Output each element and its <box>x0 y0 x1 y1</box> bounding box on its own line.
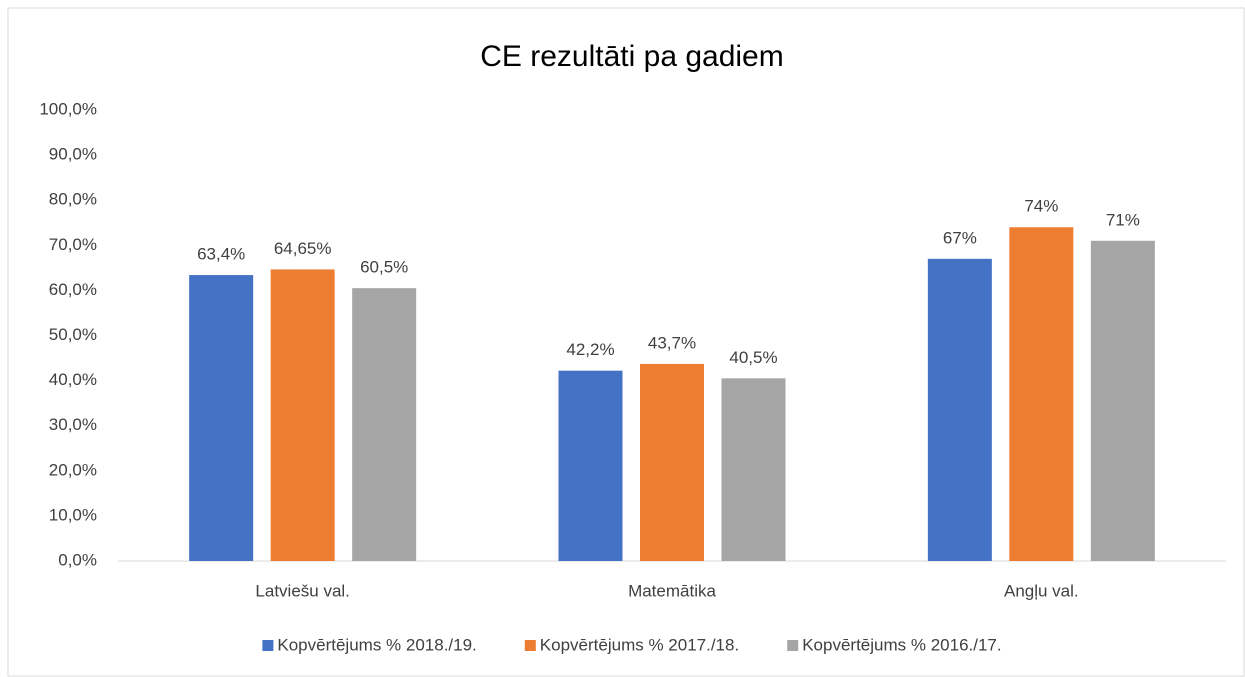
y-tick-label: 100,0% <box>39 99 97 118</box>
bar <box>558 370 623 561</box>
data-label: 63,4% <box>197 245 245 264</box>
data-label: 42,2% <box>566 340 614 359</box>
x-tick-label: Angļu val. <box>1004 581 1079 600</box>
data-label: 40,5% <box>729 348 777 367</box>
y-tick-label: 80,0% <box>49 190 97 209</box>
y-tick-label: 0,0% <box>58 550 97 569</box>
y-tick-label: 70,0% <box>49 235 97 254</box>
bar <box>1009 227 1074 561</box>
data-label: 74% <box>1024 197 1058 216</box>
y-tick-label: 90,0% <box>49 145 97 164</box>
y-tick-label: 50,0% <box>49 325 97 344</box>
legend-swatch <box>262 640 274 651</box>
data-label: 43,7% <box>648 333 696 352</box>
chart-title: CE rezultāti pa gadiem <box>480 40 784 73</box>
bar <box>1090 240 1155 562</box>
y-tick-label: 20,0% <box>49 460 97 479</box>
bar <box>189 275 254 561</box>
data-label: 71% <box>1106 210 1140 229</box>
x-tick-label: Latviešu val. <box>255 581 350 600</box>
legend-label: Kopvērtējums % 2017./18. <box>540 635 739 654</box>
data-label: 64,65% <box>274 239 332 258</box>
data-label: 67% <box>943 228 977 247</box>
y-tick-label: 10,0% <box>49 505 97 524</box>
bar <box>352 288 417 561</box>
legend-swatch <box>524 640 536 651</box>
legend-label: Kopvērtējums % 2018./19. <box>277 635 476 654</box>
bar <box>270 269 335 561</box>
data-label: 60,5% <box>360 258 408 277</box>
bar <box>927 258 992 561</box>
y-tick-label: 30,0% <box>49 415 97 434</box>
x-tick-label: Matemātika <box>628 581 716 600</box>
legend-label: Kopvērtējums % 2016./17. <box>802 635 1001 654</box>
legend-swatch <box>787 640 799 651</box>
y-tick-label: 60,0% <box>49 280 97 299</box>
bar <box>721 378 786 561</box>
y-tick-label: 40,0% <box>49 370 97 389</box>
bar <box>640 363 704 561</box>
